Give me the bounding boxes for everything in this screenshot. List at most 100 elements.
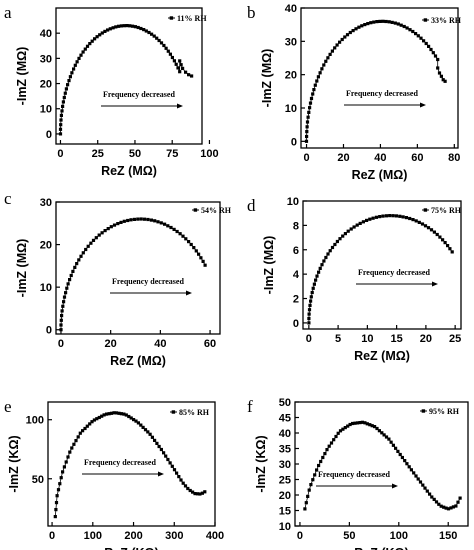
y-tick-label: 20	[285, 70, 297, 82]
data-point	[416, 34, 420, 38]
data-point	[315, 79, 319, 83]
data-point	[198, 492, 202, 496]
x-tick-label: 300	[165, 530, 183, 542]
data-point	[432, 230, 436, 234]
data-point	[320, 263, 324, 267]
data-point	[315, 468, 319, 472]
data-point	[303, 507, 307, 511]
data-point	[343, 426, 347, 430]
data-point	[357, 25, 361, 29]
x-tick-label: 0	[306, 333, 312, 345]
data-point	[388, 214, 392, 218]
data-point	[88, 42, 92, 46]
x-tick-label: 40	[154, 338, 166, 350]
y-axis-label: -ImZ (KΩ)	[254, 435, 268, 492]
y-axis-label: -ImZ (MΩ)	[15, 239, 29, 298]
y-tick-label: 10	[279, 521, 291, 533]
data-point	[132, 217, 136, 221]
annotation-text: Frequency decreased	[318, 470, 390, 479]
data-point	[89, 241, 93, 245]
data-point	[109, 225, 113, 229]
data-point	[352, 225, 356, 229]
data-point	[375, 426, 379, 431]
data-point	[381, 214, 385, 218]
data-point	[349, 227, 353, 231]
y-tick-label: 10	[40, 282, 52, 294]
data-point	[103, 29, 107, 33]
data-point	[139, 217, 143, 221]
data-point	[59, 123, 63, 127]
data-point	[200, 491, 204, 495]
legend-marker	[423, 18, 428, 22]
data-point	[411, 29, 415, 34]
data-point	[391, 443, 395, 447]
data-point	[378, 215, 382, 219]
data-point	[396, 449, 400, 453]
data-point	[54, 501, 59, 505]
data-point	[150, 435, 154, 439]
data-point	[374, 215, 378, 219]
annotation-arrowhead	[186, 290, 192, 296]
data-point	[176, 66, 180, 70]
data-point	[155, 36, 159, 40]
data-point	[189, 242, 193, 247]
data-point	[62, 295, 67, 299]
data-point	[56, 488, 61, 492]
data-point	[119, 412, 123, 416]
y-tick-label: 0	[293, 318, 299, 330]
data-point	[129, 218, 133, 222]
data-point	[307, 308, 312, 312]
data-point	[55, 494, 59, 498]
data-point	[97, 415, 101, 420]
data-point	[355, 421, 360, 425]
data-point	[427, 44, 431, 48]
data-point	[323, 452, 327, 456]
data-point	[338, 237, 342, 241]
data-point	[98, 33, 102, 37]
data-point	[190, 74, 194, 78]
data-point	[175, 471, 179, 475]
data-point	[322, 63, 326, 67]
data-point	[194, 249, 198, 253]
data-point	[328, 249, 332, 253]
data-point	[168, 52, 172, 56]
data-point	[187, 240, 191, 244]
data-point	[403, 459, 407, 463]
data-point	[305, 125, 309, 129]
data-point	[187, 73, 191, 77]
x-tick-label: 10	[361, 333, 373, 345]
annotation-arrowhead	[177, 103, 183, 109]
data-point	[314, 278, 318, 282]
data-point	[64, 291, 68, 295]
y-tick-label: 6	[293, 245, 299, 257]
y-tick-label: 10	[287, 196, 299, 208]
annotation-arrowhead	[420, 102, 426, 108]
data-point	[108, 27, 112, 31]
x-tick-label: 15	[391, 333, 403, 345]
legend-label: 85% RH	[179, 408, 210, 417]
data-point	[320, 67, 324, 71]
data-point	[372, 20, 376, 24]
data-point	[434, 500, 439, 504]
data-point	[131, 24, 135, 28]
y-tick-label: 20	[279, 490, 291, 502]
data-point	[335, 239, 339, 244]
data-point	[408, 216, 412, 221]
data-point	[117, 24, 121, 28]
data-point	[430, 495, 434, 499]
data-point	[378, 19, 382, 23]
data-point	[105, 412, 109, 416]
panel-letter-f: f	[247, 397, 253, 416]
data-point	[203, 490, 207, 494]
data-point	[68, 450, 72, 454]
data-point	[81, 429, 85, 433]
data-point	[91, 238, 96, 242]
x-tick-label: 0	[58, 338, 64, 350]
x-tick-label: 100	[84, 530, 102, 542]
data-point	[157, 38, 161, 43]
data-point	[153, 438, 157, 442]
legend-marker	[193, 208, 198, 212]
plot-frame-d	[302, 200, 462, 330]
data-point	[317, 463, 321, 468]
data-point	[70, 71, 74, 75]
